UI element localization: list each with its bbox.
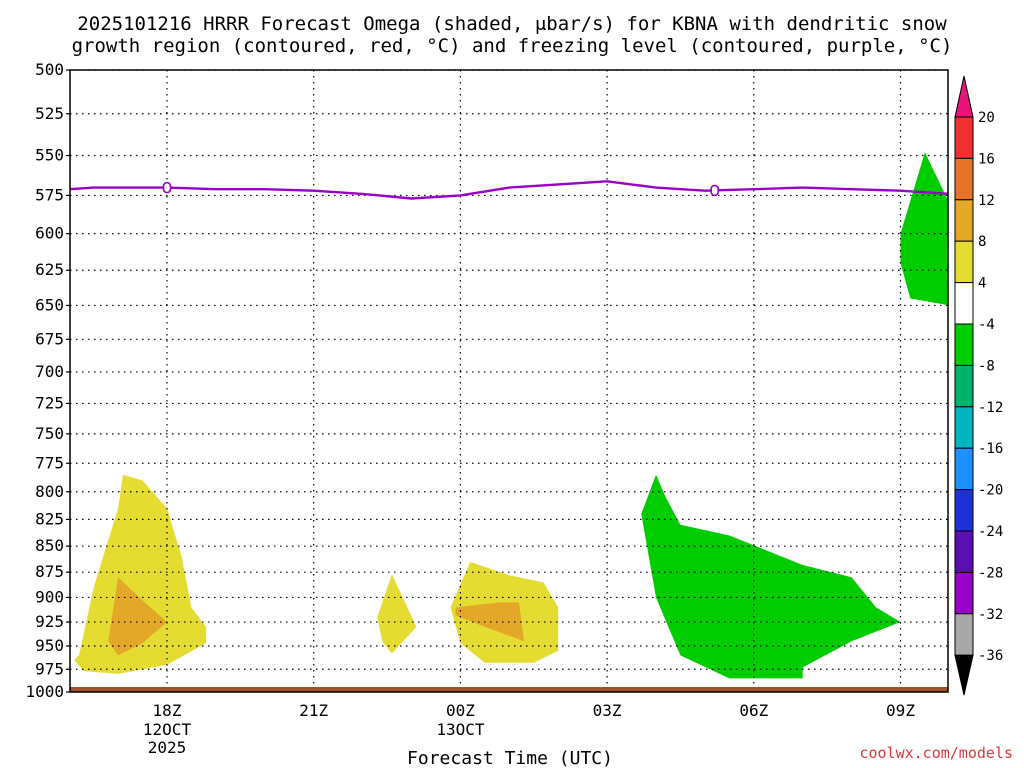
colorbar-label-3: 8 — [978, 234, 986, 250]
y-tick-label-850: 850 — [35, 536, 64, 555]
colorbar-segment-1 — [954, 116, 974, 159]
colorbar-label-2: 12 — [978, 193, 995, 209]
y-tick-label-975: 975 — [35, 659, 64, 678]
plot-frame — [69, 69, 949, 693]
omega-region-1 — [74, 474, 207, 674]
x-tick-label-03Z: 03Z — [593, 701, 622, 720]
y-tick-label-650: 650 — [35, 295, 64, 314]
y-tick-label-600: 600 — [35, 224, 64, 243]
freezing-level-label-2 — [710, 184, 719, 197]
title-line-2: growth region (contoured, red, °C) and f… — [72, 35, 953, 57]
plot-area — [69, 69, 949, 693]
y-tick-label-725: 725 — [35, 393, 64, 412]
x-tick-label-06Z: 06Z — [739, 701, 768, 720]
y-axis-ticks: 500 525 550 575 600 625 650 675 700 725 750 775 800 8… — [25, 60, 70, 701]
omega-region-6 — [641, 474, 901, 679]
colorbar-label-6: -8 — [978, 358, 995, 374]
y-tick-label-1000: 1000 — [25, 682, 64, 701]
x-tick-label-00Z: 00Z — [446, 701, 475, 720]
y-tick-label-750: 750 — [35, 424, 64, 443]
y-tick-label-800: 800 — [35, 482, 64, 501]
chart-title: 2025101216 HRRR Forecast Omega (shaded, … — [72, 13, 953, 57]
y-tick-label-625: 625 — [35, 260, 64, 279]
freezing-level-line — [70, 180, 948, 200]
colorbar: 20 16 12 8 4 -4 -8 -12 -16 -20 -24 -28 -32 -36 — [954, 75, 1003, 696]
colorbar-label-1: 16 — [978, 151, 995, 167]
colorbar-segment-13 — [954, 613, 974, 656]
colorbar-segment-8 — [954, 406, 974, 449]
colorbar-label-10: -24 — [978, 524, 1003, 540]
title-line-1: 2025101216 HRRR Forecast Omega (shaded, … — [77, 13, 947, 35]
y-tick-label-525: 525 — [35, 104, 64, 123]
y-tick-label-950: 950 — [35, 636, 64, 655]
colorbar-segment-5 — [954, 282, 974, 325]
colorbar-label-5: -4 — [978, 317, 995, 333]
y-tick-label-825: 825 — [35, 509, 64, 528]
colorbar-segment-9 — [954, 447, 974, 491]
colorbar-top-triangle — [954, 75, 974, 118]
colorbar-label-8: -16 — [978, 441, 1003, 457]
y-tick-label-925: 925 — [35, 612, 64, 631]
colorbar-label-4: 4 — [978, 276, 986, 292]
colorbar-segment-7 — [954, 364, 974, 408]
omega-region-2 — [108, 577, 167, 656]
x-axis-label: Forecast Time (UTC) — [407, 748, 613, 768]
omega-region-5 — [455, 602, 524, 642]
y-tick-label-675: 675 — [35, 329, 64, 348]
y-tick-label-875: 875 — [35, 562, 64, 581]
watermark: coolwx.com/models — [859, 744, 1013, 762]
y-tick-label-500: 500 — [35, 60, 64, 79]
omega-region-3 — [377, 574, 417, 654]
colorbar-segment-6 — [954, 323, 974, 366]
y-tick-label-900: 900 — [35, 587, 64, 606]
colorbar-segment-3 — [954, 199, 974, 242]
colorbar-label-13: -36 — [978, 648, 1003, 664]
colorbar-bottom-triangle — [954, 654, 974, 696]
ground-strip — [70, 687, 948, 692]
freezing-level-label-1 — [162, 181, 172, 194]
y-tick-label-575: 575 — [35, 185, 64, 204]
x-tick-sublabel-12OCT: 12OCT — [143, 720, 192, 739]
colorbar-segment-11 — [954, 530, 974, 573]
y-tick-label-550: 550 — [35, 146, 64, 165]
y-tick-label-700: 700 — [35, 362, 64, 381]
colorbar-segment-4 — [954, 240, 974, 284]
y-tick-label-775: 775 — [35, 453, 64, 472]
colorbar-label-0: 20 — [978, 110, 995, 126]
x-tick-label-18Z: 18Z — [153, 701, 182, 720]
omega-region-7 — [900, 152, 948, 306]
colorbar-label-12: -32 — [978, 607, 1003, 623]
x-tick-label-09Z: 09Z — [886, 701, 915, 720]
colorbar-label-7: -12 — [978, 400, 1003, 416]
colorbar-segment-12 — [954, 571, 974, 615]
colorbar-segment-10 — [954, 489, 974, 532]
x-tick-label-21Z: 21Z — [299, 701, 328, 720]
colorbar-segment-2 — [954, 157, 974, 201]
grid — [70, 70, 948, 692]
x-tick-sublabel-2025: 2025 — [148, 738, 187, 757]
colorbar-label-11: -28 — [978, 565, 1003, 581]
colorbar-label-9: -20 — [978, 483, 1003, 499]
x-tick-sublabel-13OCT: 13OCT — [436, 720, 485, 739]
